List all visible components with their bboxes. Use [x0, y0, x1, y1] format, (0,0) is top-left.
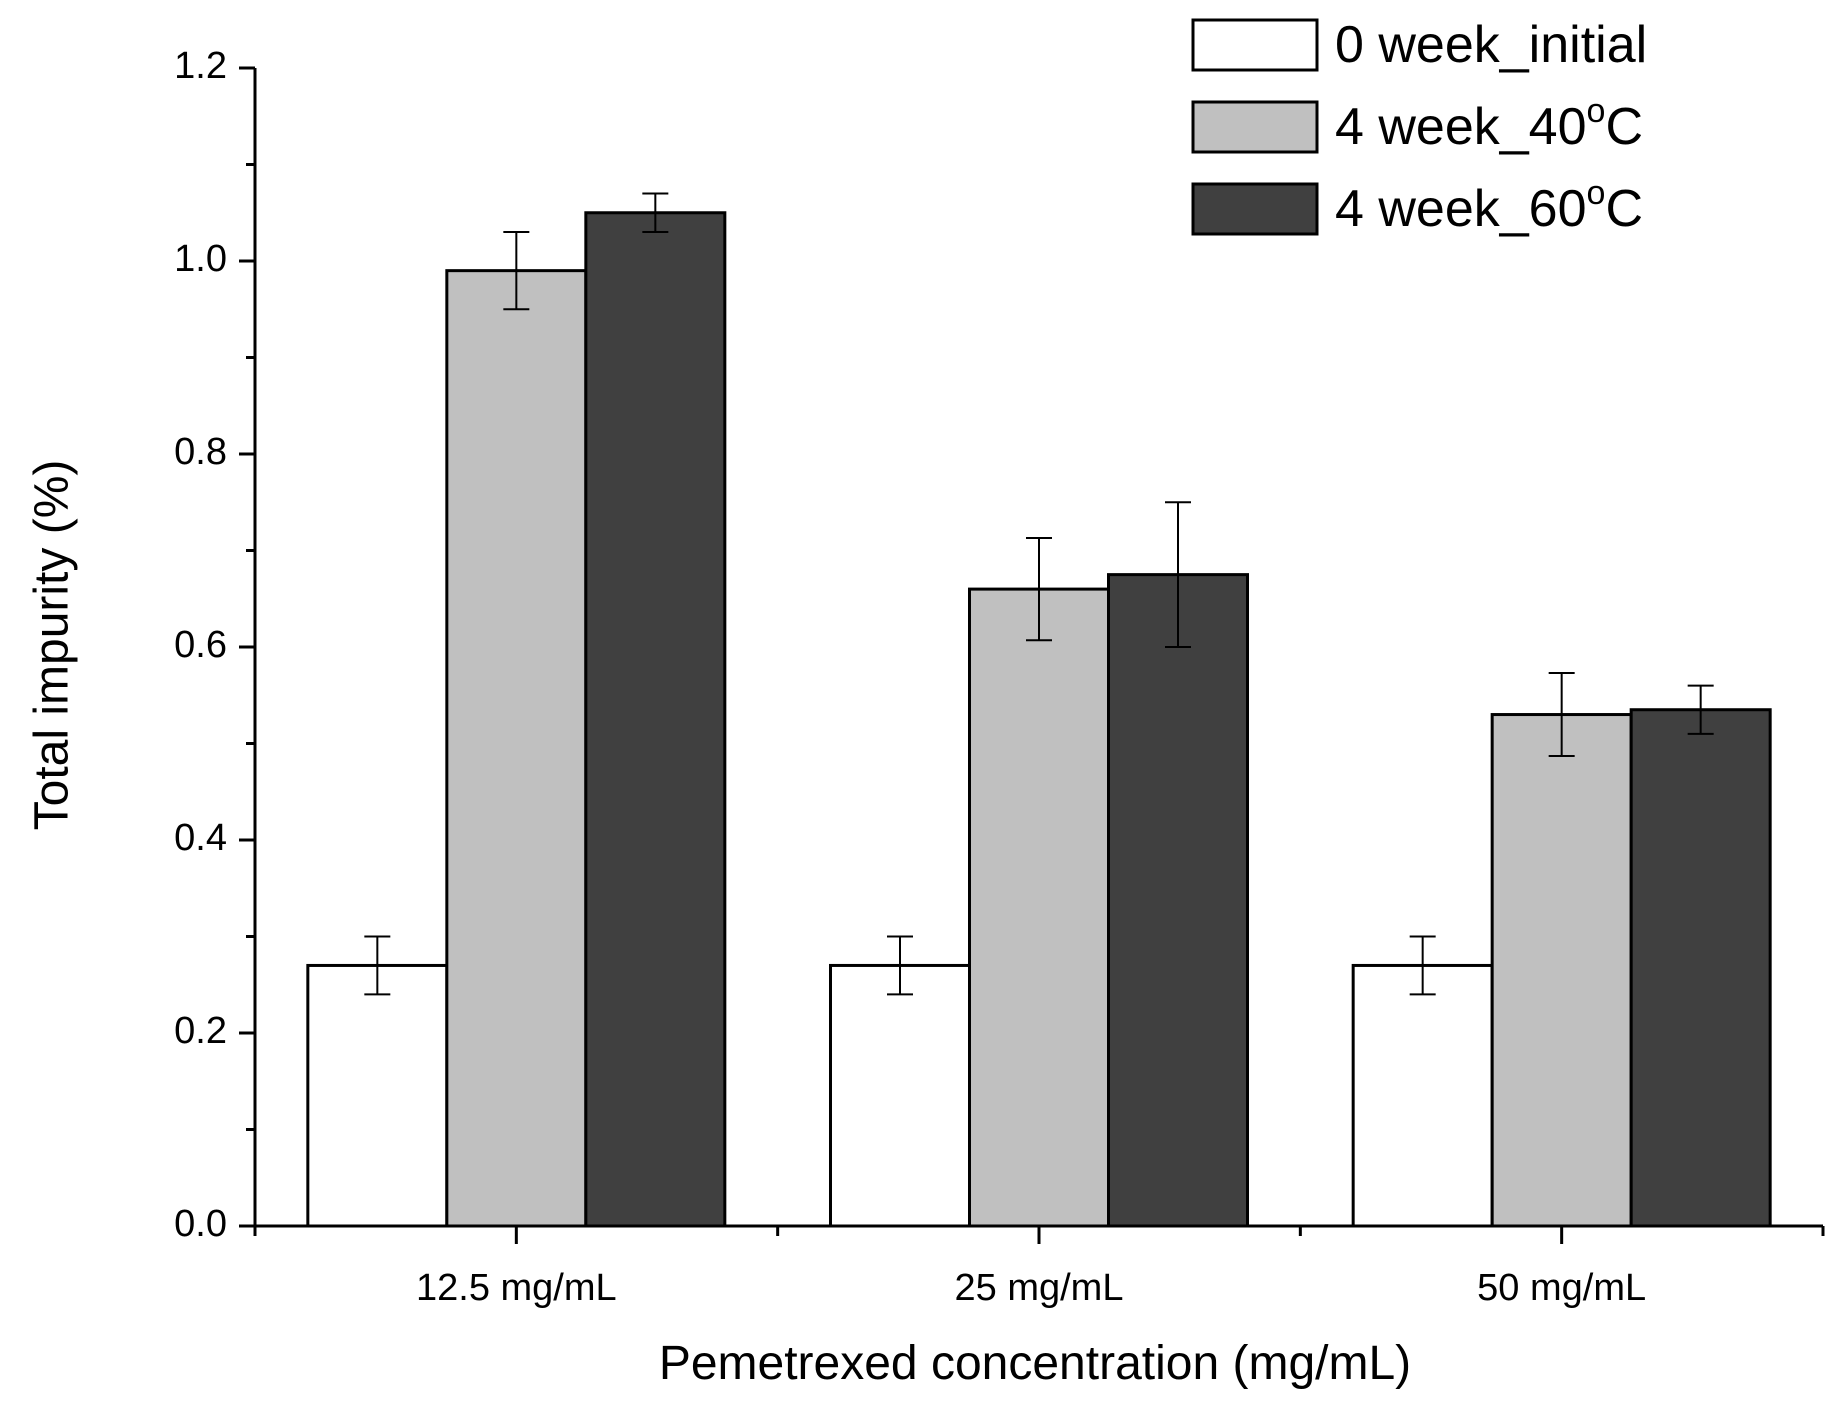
bars-layer — [306, 211, 1772, 1228]
legend-item-0-week-initial: 0 week_initial — [1191, 16, 1647, 74]
bar-4-week-40-c-25-mg-ml — [968, 587, 1110, 1228]
error-bar-4-week-40-c-25-mg-ml — [1026, 536, 1052, 642]
x-tick-label: 50 mg/mL — [1477, 1267, 1646, 1309]
legend-swatch-0-week-initial — [1191, 18, 1319, 72]
legend-item-4-week-60c: 4 week_60oC — [1191, 174, 1643, 238]
legend-swatch-4-week-40c — [1191, 100, 1319, 154]
x-tick-label: 25 mg/mL — [955, 1267, 1124, 1309]
error-bar-0-week-initial-25-mg-ml — [887, 935, 913, 996]
y-tick-label: 1.0 — [174, 238, 227, 280]
legend-label-0-week-initial: 0 week_initial — [1335, 16, 1647, 74]
y-axis-title: Total impurity (%) — [26, 460, 79, 831]
error-bars-layer — [364, 192, 1714, 996]
error-bar-0-week-initial-50-mg-ml — [1409, 935, 1436, 996]
bar-4-week-60-c-12-5-mg-ml — [584, 211, 727, 1228]
bar-4-week-60-c-25-mg-ml — [1107, 573, 1249, 1228]
error-bar-0-week-initial-12-5-mg-ml — [364, 935, 391, 996]
x-tick-label: 12.5 mg/mL — [416, 1267, 617, 1309]
bar-4-week-40-c-50-mg-ml — [1490, 713, 1633, 1228]
legend: 0 week_initial 4 week_40oC 4 week_60oC — [1191, 16, 1647, 238]
y-tick-label: 0.6 — [174, 624, 227, 666]
y-tick-label: 0.8 — [174, 431, 227, 473]
error-bar-4-week-60-c-25-mg-ml — [1165, 501, 1191, 648]
bar-0-week-initial-25-mg-ml — [829, 963, 971, 1228]
bar-0-week-initial-12-5-mg-ml — [306, 963, 449, 1228]
legend-swatch-4-week-60c — [1191, 182, 1319, 236]
error-bar-4-week-60-c-50-mg-ml — [1687, 684, 1714, 735]
y-ticks-layer: 0.0 0.2 0.4 0.6 0.8 1.0 1.2 — [174, 45, 255, 1245]
y-tick-label: 1.2 — [174, 45, 227, 87]
y-tick-label: 0.4 — [174, 817, 227, 859]
legend-item-4-week-40c: 4 week_40oC — [1191, 92, 1643, 156]
error-bar-4-week-40-c-50-mg-ml — [1548, 672, 1575, 758]
legend-label-4-week-60c: 4 week_60oC — [1335, 174, 1643, 238]
bar-0-week-initial-50-mg-ml — [1351, 963, 1494, 1228]
bar-4-week-40-c-12-5-mg-ml — [445, 269, 588, 1228]
y-tick-label: 0.2 — [174, 1010, 227, 1052]
legend-label-4-week-40c: 4 week_40oC — [1335, 92, 1643, 156]
x-ticks-layer: 12.5 mg/mL 25 mg/mL 50 mg/mL — [253, 1226, 1825, 1309]
error-bar-4-week-40-c-12-5-mg-ml — [503, 231, 530, 311]
x-axis-title: Pemetrexed concentration (mg/mL) — [659, 1337, 1411, 1390]
error-bar-4-week-60-c-12-5-mg-ml — [642, 192, 669, 234]
bar-4-week-60-c-50-mg-ml — [1629, 708, 1772, 1228]
y-tick-label: 0.0 — [174, 1203, 227, 1245]
